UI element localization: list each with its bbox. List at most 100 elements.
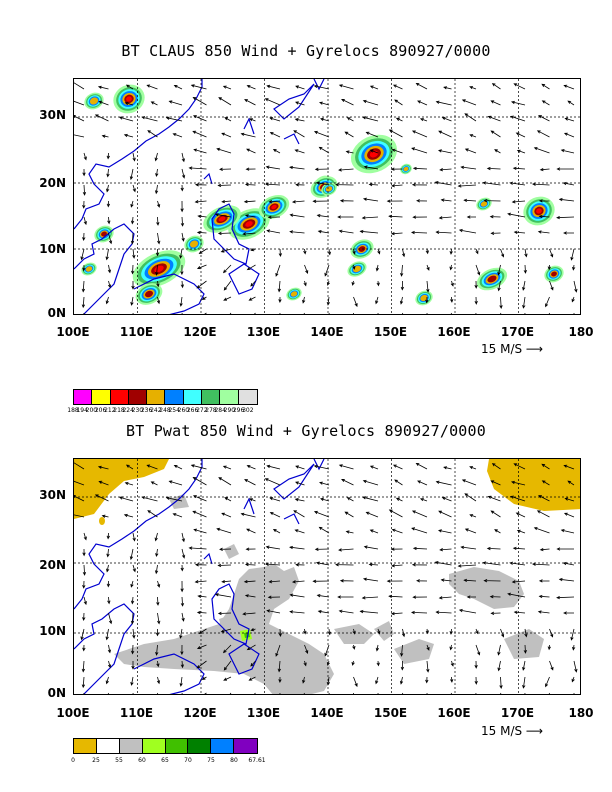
wind-arrow [411, 183, 428, 187]
wind-arrow [106, 152, 110, 160]
wind-arrow [435, 100, 452, 106]
wind-arrow [303, 660, 307, 667]
p1-xlab-170e: 170E [500, 325, 535, 339]
wind-arrow [392, 464, 403, 470]
colorbar-swatch [142, 739, 166, 753]
wind-arrow [156, 596, 160, 606]
wind-arrow [388, 214, 403, 219]
wind-arrow [500, 628, 505, 638]
wind-arrow [219, 547, 232, 551]
wind-arrow [304, 644, 309, 654]
wind-arrow [513, 230, 526, 234]
wind-arrow [82, 644, 86, 652]
wind-arrow [539, 547, 550, 552]
wind-arrow [244, 214, 256, 218]
wind-arrow [449, 628, 453, 635]
wind-arrow [107, 644, 112, 654]
wind-arrow [156, 280, 160, 288]
wind-arrow [181, 532, 185, 543]
wind-arrow [244, 594, 256, 598]
wind-arrow [269, 117, 281, 122]
wind-arrow [216, 147, 232, 154]
wind-arrow [337, 595, 354, 599]
wind-arrow [560, 149, 575, 154]
wind-arrow [248, 676, 256, 681]
wind-arrow [327, 248, 332, 256]
wind-arrow [318, 526, 330, 534]
wind-arrow [510, 495, 526, 502]
wind-arrow [303, 692, 305, 694]
wind-arrow [425, 676, 429, 684]
wind-arrow [338, 464, 354, 470]
wind-arrow [469, 86, 477, 90]
wind-arrow [157, 692, 159, 694]
wind-arrow [105, 676, 109, 685]
wind-arrow [466, 215, 476, 219]
wind-arrow [106, 580, 111, 588]
wind-arrow [181, 152, 185, 163]
wind-arrow [130, 296, 134, 306]
wind-arrow [391, 148, 403, 154]
colorbar-label: 70 [184, 757, 192, 764]
wind-arrow [507, 592, 526, 598]
wind-arrow [179, 248, 183, 259]
wind-arrow [571, 676, 575, 683]
wind-arrow [549, 280, 554, 291]
wind-arrow [319, 481, 330, 486]
wind-arrow [567, 480, 575, 486]
lat-lon-grid [74, 79, 580, 314]
wind-arrow [220, 248, 232, 253]
wind-arrow [400, 660, 405, 671]
p1-ref-vector: 15 M/S ⟶ [481, 342, 544, 356]
wind-arrow [362, 197, 379, 202]
wind-arrow [511, 580, 526, 584]
colorbar-label: 230 [131, 407, 144, 414]
wind-arrow [560, 529, 575, 534]
wind-arrow [264, 182, 281, 186]
wind-arrow [156, 216, 160, 226]
wind-arrow [181, 548, 186, 559]
wind-arrow [220, 628, 232, 633]
wind-arrow [513, 83, 526, 90]
wind-arrow [82, 232, 86, 242]
wind-arrow [107, 312, 109, 314]
wind-arrow [524, 628, 528, 638]
wind-arrow [434, 181, 452, 186]
colorbar-label: 284 [214, 407, 226, 414]
wind-arrow [345, 530, 354, 534]
wind-arrow [275, 264, 281, 277]
p1-xlab-110e: 110E [119, 325, 154, 339]
wind-arrow [395, 117, 403, 122]
wind-arrow [101, 514, 109, 518]
wind-arrow [81, 280, 86, 293]
wind-arrow [450, 692, 452, 694]
wind-arrow [267, 595, 281, 599]
wind-arrow [295, 465, 305, 470]
wind-arrow [335, 183, 354, 187]
wind-arrow [302, 676, 306, 684]
wind-arrow [500, 312, 502, 314]
wind-arrow [441, 116, 452, 122]
wind-arrow [123, 513, 134, 518]
p2-ylab-30n: 30N [39, 488, 66, 502]
wind-arrow [218, 477, 232, 486]
wind-arrow [461, 479, 477, 486]
p1-xlab-120e: 120E [183, 325, 217, 339]
wind-arrow [243, 579, 256, 584]
wind-arrow [449, 248, 453, 255]
wind-arrow [362, 496, 379, 502]
wind-arrow [106, 548, 110, 558]
wind-arrow [362, 577, 379, 582]
wind-arrow [536, 510, 550, 518]
wind-arrow [375, 264, 380, 272]
wind-arrow [438, 149, 452, 154]
wind-arrow [157, 612, 161, 625]
wind-arrow [192, 130, 207, 138]
wind-arrow [197, 594, 207, 599]
wind-arrow [295, 563, 305, 567]
wind-arrow [390, 167, 403, 171]
wind-arrow [314, 547, 330, 551]
wind-arrow [194, 183, 207, 187]
wind-arrow [352, 628, 356, 635]
wind-arrow [146, 464, 158, 470]
